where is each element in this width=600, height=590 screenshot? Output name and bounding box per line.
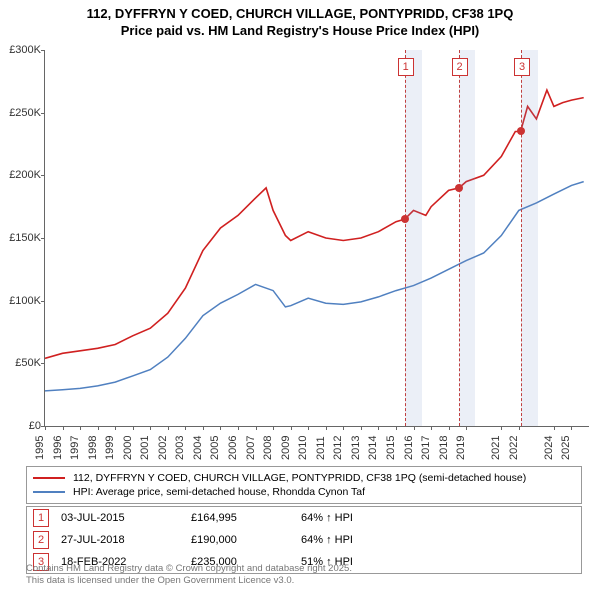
table-price: £164,995 bbox=[191, 512, 301, 524]
x-axis-label: 2011 bbox=[315, 436, 327, 460]
table-idx: 2 bbox=[33, 531, 49, 549]
x-axis-label: 2018 bbox=[438, 436, 450, 460]
x-axis-label: 1995 bbox=[34, 436, 46, 460]
x-axis-label: 2002 bbox=[157, 436, 169, 460]
x-axis-label: 2016 bbox=[403, 436, 415, 460]
x-axis-label: 2003 bbox=[174, 436, 186, 460]
x-axis-label: 2019 bbox=[455, 436, 467, 460]
footer: Contains HM Land Registry data © Crown c… bbox=[26, 563, 352, 586]
table-delta: 64% ↑ HPI bbox=[301, 512, 421, 524]
footer-line-2: This data is licensed under the Open Gov… bbox=[26, 575, 352, 586]
chart-title: 112, DYFFRYN Y COED, CHURCH VILLAGE, PON… bbox=[0, 0, 600, 40]
y-axis-label: £0 bbox=[1, 420, 41, 432]
y-axis-label: £300K bbox=[1, 44, 41, 56]
x-axis-label: 2017 bbox=[420, 436, 432, 460]
x-axis-label: 2014 bbox=[367, 436, 379, 460]
legend: 112, DYFFRYN Y COED, CHURCH VILLAGE, PON… bbox=[26, 466, 582, 504]
table-row: 2 27-JUL-2018£190,00064% ↑ HPI bbox=[27, 529, 581, 551]
plot: £0£50K£100K£150K£200K£250K£300K199519961… bbox=[44, 50, 589, 427]
sale-marker-box: 1 bbox=[398, 58, 414, 76]
sale-dot bbox=[401, 215, 409, 223]
footer-line-1: Contains HM Land Registry data © Crown c… bbox=[26, 563, 352, 574]
series-hpi bbox=[45, 182, 584, 391]
x-axis-label: 2004 bbox=[192, 436, 204, 460]
title-line-1: 112, DYFFRYN Y COED, CHURCH VILLAGE, PON… bbox=[0, 6, 600, 23]
chart-svg bbox=[45, 50, 589, 426]
sale-dot bbox=[517, 127, 525, 135]
x-axis-label: 2005 bbox=[209, 436, 221, 460]
x-axis-label: 2001 bbox=[139, 436, 151, 460]
legend-row: HPI: Average price, semi-detached house,… bbox=[33, 485, 575, 499]
legend-swatch bbox=[33, 491, 65, 493]
x-axis-label: 1999 bbox=[104, 436, 116, 460]
table-idx: 1 bbox=[33, 509, 49, 527]
sale-shade bbox=[459, 50, 476, 426]
y-axis-label: £200K bbox=[1, 169, 41, 181]
x-axis-label: 2009 bbox=[280, 436, 292, 460]
title-line-2: Price paid vs. HM Land Registry's House … bbox=[0, 23, 600, 40]
series-price_paid bbox=[45, 90, 584, 358]
x-axis-label: 2015 bbox=[385, 436, 397, 460]
sale-marker-box: 2 bbox=[452, 58, 468, 76]
table-date: 27-JUL-2018 bbox=[61, 534, 191, 546]
y-axis-label: £250K bbox=[1, 107, 41, 119]
sale-dot bbox=[455, 184, 463, 192]
x-axis-label: 2025 bbox=[560, 436, 572, 460]
x-axis-label: 2007 bbox=[245, 436, 257, 460]
legend-label: 112, DYFFRYN Y COED, CHURCH VILLAGE, PON… bbox=[73, 472, 526, 484]
x-axis-label: 2000 bbox=[122, 436, 134, 460]
y-axis-label: £50K bbox=[1, 357, 41, 369]
table-date: 03-JUL-2015 bbox=[61, 512, 191, 524]
x-axis-label: 2021 bbox=[490, 436, 502, 460]
sale-shade bbox=[405, 50, 422, 426]
sale-shade bbox=[521, 50, 538, 426]
x-axis-label: 1996 bbox=[52, 436, 64, 460]
table-price: £190,000 bbox=[191, 534, 301, 546]
x-axis-label: 2022 bbox=[508, 436, 520, 460]
x-axis-label: 1997 bbox=[69, 436, 81, 460]
x-axis-label: 2024 bbox=[543, 436, 555, 460]
legend-label: HPI: Average price, semi-detached house,… bbox=[73, 486, 365, 498]
legend-row: 112, DYFFRYN Y COED, CHURCH VILLAGE, PON… bbox=[33, 471, 575, 485]
sale-marker-box: 3 bbox=[514, 58, 530, 76]
chart-area: £0£50K£100K£150K£200K£250K£300K199519961… bbox=[44, 50, 588, 426]
legend-swatch bbox=[33, 477, 65, 479]
x-axis-label: 2006 bbox=[227, 436, 239, 460]
x-axis-label: 1998 bbox=[87, 436, 99, 460]
x-axis-label: 2012 bbox=[332, 436, 344, 460]
table-delta: 64% ↑ HPI bbox=[301, 534, 421, 546]
x-axis-label: 2013 bbox=[350, 436, 362, 460]
x-axis-label: 2010 bbox=[297, 436, 309, 460]
x-axis-label: 2008 bbox=[262, 436, 274, 460]
chart-container: 112, DYFFRYN Y COED, CHURCH VILLAGE, PON… bbox=[0, 0, 600, 590]
y-axis-label: £100K bbox=[1, 295, 41, 307]
table-row: 1 03-JUL-2015£164,99564% ↑ HPI bbox=[27, 507, 581, 529]
y-axis-label: £150K bbox=[1, 232, 41, 244]
